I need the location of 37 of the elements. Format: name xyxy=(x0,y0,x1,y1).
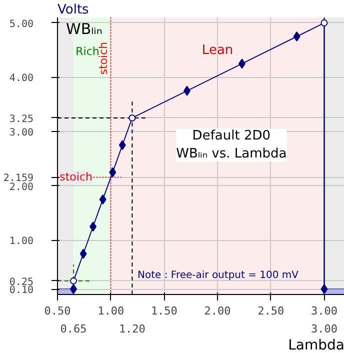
x-tick-label: 0.50 xyxy=(44,304,71,318)
y-tick-label: 2.00 xyxy=(9,182,34,193)
point xyxy=(320,284,328,294)
point xyxy=(293,32,300,42)
ref-line-label: 3.00 xyxy=(310,322,338,336)
annotation: Note : Free-air output = 100 mV xyxy=(138,270,299,281)
point xyxy=(184,86,191,96)
x-axis-title: Lambda xyxy=(288,338,344,353)
x-tick-label: 2.50 xyxy=(258,304,284,318)
x-tick-label: 3.00 xyxy=(310,304,338,318)
chart-title: WBₗᵢₙ xyxy=(66,20,102,38)
point xyxy=(90,222,97,232)
band-label: Rich xyxy=(76,45,100,58)
y-tick-label: 3.25 xyxy=(9,114,34,125)
ref-line-label: 0.65 xyxy=(60,322,87,336)
x-tick-label: 1.50 xyxy=(150,304,178,318)
point xyxy=(128,114,136,122)
band-label: Lean xyxy=(202,43,234,58)
y-axis-title: Volts xyxy=(58,2,90,18)
point xyxy=(80,248,87,259)
point xyxy=(109,167,116,178)
ref-line-label: stoich xyxy=(60,170,93,184)
point xyxy=(99,194,106,204)
point xyxy=(320,19,328,26)
y-tick-label: 0.10 xyxy=(9,285,34,296)
point xyxy=(238,58,246,69)
ref-line-label: 1.20 xyxy=(118,322,146,336)
point xyxy=(70,277,78,284)
y-tick-label: 3.00 xyxy=(9,128,34,139)
y-tick-label: 1.00 xyxy=(9,236,34,248)
point xyxy=(118,140,126,150)
x-tick-label: 1.00 xyxy=(98,304,124,318)
y-tick-label: 5.00 xyxy=(9,18,34,30)
point xyxy=(70,284,78,294)
x-tick-label: 2.00 xyxy=(204,304,231,318)
annotation: Default 2D0 WBₗᵢₙ vs. Lambda xyxy=(176,128,287,162)
y-tick-label: 4.00 xyxy=(9,73,34,84)
